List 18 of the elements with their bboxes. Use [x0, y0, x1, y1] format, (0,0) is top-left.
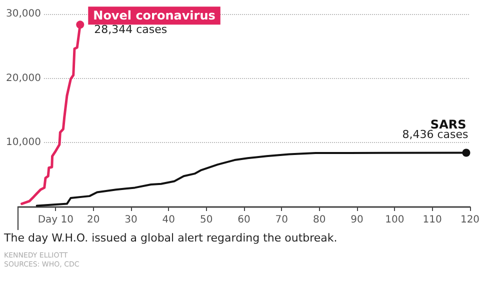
annotation: 28,344 cases — [94, 23, 168, 36]
x-tick-label: Day 10 — [38, 214, 74, 226]
x-tick-label: 60 — [238, 214, 250, 226]
x-tick-label: 40 — [162, 214, 176, 226]
series-label: Novel coronavirus — [93, 8, 216, 23]
ref-line-label: The day W.H.O. issued a global alert regarding the outbreak. — [3, 232, 338, 244]
x-tick-label: 50 — [200, 214, 213, 226]
x-tick-label: 110 — [422, 214, 442, 226]
x-tick-label: 90 — [350, 214, 364, 226]
x-tick-label: 30 — [124, 214, 138, 226]
x-tick-label: 120 — [460, 214, 480, 226]
x-tick-label: 20 — [86, 214, 100, 226]
x-tick-label: 100 — [385, 214, 404, 226]
y-tick-label: 10,000 — [6, 137, 41, 148]
y-tick-label: 30,000 — [6, 8, 41, 20]
y-tick-label: 20,000 — [6, 72, 41, 84]
x-tick-label: 80 — [312, 214, 326, 226]
x-tick-label: 70 — [275, 214, 288, 226]
